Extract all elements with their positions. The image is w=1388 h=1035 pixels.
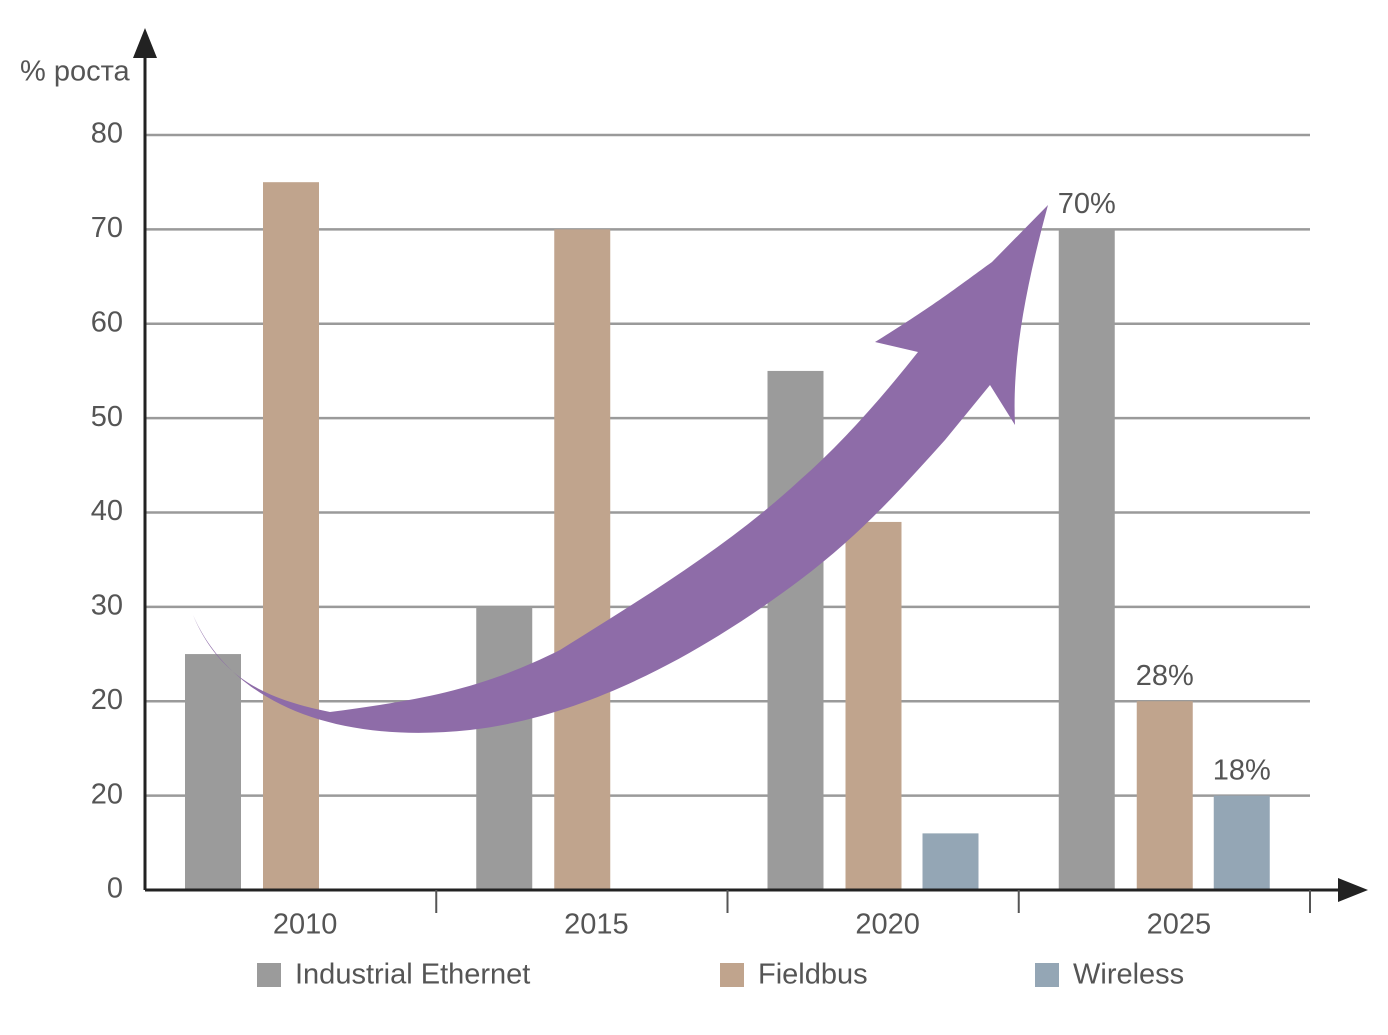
y-tick-label: 80 bbox=[91, 118, 123, 150]
legend-label: Wireless bbox=[1073, 959, 1184, 991]
y-tick-label: 50 bbox=[91, 401, 123, 433]
y-axis-label: % роста bbox=[20, 56, 131, 88]
bar bbox=[1213, 795, 1270, 890]
y-tick-label: 40 bbox=[91, 495, 123, 527]
legend-label: Fieldbus bbox=[758, 959, 868, 991]
y-tick-label: 20 bbox=[91, 778, 123, 810]
x-tick-label: 2025 bbox=[1147, 909, 1212, 941]
legend-swatch bbox=[257, 963, 281, 987]
y-tick-label: 0 bbox=[107, 873, 123, 905]
bar bbox=[845, 521, 902, 890]
y-tick-label: 20 bbox=[91, 684, 123, 716]
y-tick-label: 30 bbox=[91, 590, 123, 622]
trend-arrow bbox=[193, 205, 1048, 733]
bar bbox=[1136, 701, 1193, 890]
y-tick-label: 70 bbox=[91, 212, 123, 244]
bar bbox=[554, 229, 611, 890]
legend-swatch bbox=[720, 963, 744, 987]
x-tick-label: 2015 bbox=[564, 909, 629, 941]
bar bbox=[1058, 229, 1115, 890]
bar bbox=[263, 182, 319, 890]
x-axis-arrow bbox=[1338, 878, 1368, 902]
legend-label: Industrial Ethernet bbox=[295, 959, 530, 991]
bar bbox=[185, 654, 241, 890]
x-tick-label: 2020 bbox=[855, 909, 920, 941]
annotation: 18% bbox=[1213, 754, 1271, 786]
bar bbox=[922, 833, 979, 890]
annotation: 70% bbox=[1058, 188, 1116, 220]
x-tick-label: 2010 bbox=[273, 909, 338, 941]
y-axis-arrow bbox=[133, 28, 157, 58]
annotation: 28% bbox=[1136, 660, 1194, 692]
bar bbox=[476, 606, 533, 890]
bar bbox=[767, 370, 824, 890]
y-tick-label: 60 bbox=[91, 306, 123, 338]
legend-swatch bbox=[1035, 963, 1059, 987]
